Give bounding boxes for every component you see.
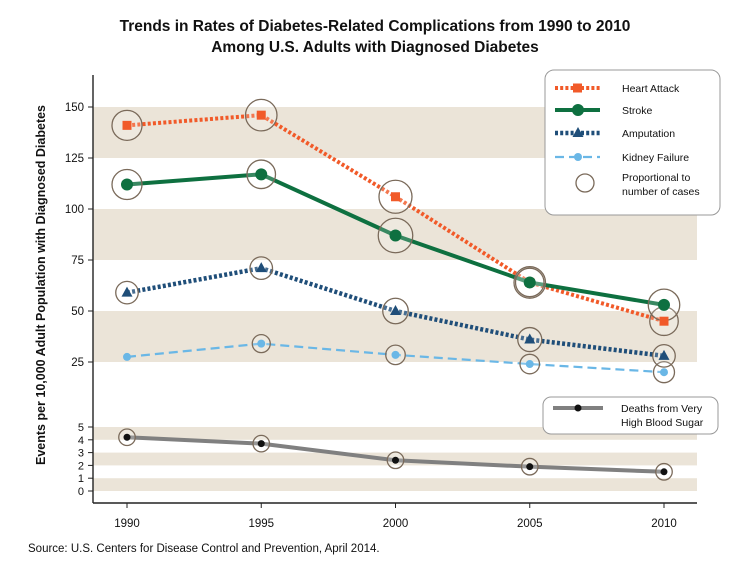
x-tick-label: 2005 — [517, 518, 543, 530]
y-tick-label: 0 — [78, 486, 84, 498]
point-stroke — [523, 276, 536, 289]
legend-box — [544, 69, 721, 216]
point-heart — [256, 110, 266, 120]
point-stroke — [255, 168, 268, 181]
legend-marker-kidney — [574, 153, 582, 161]
y-tick-label: 4 — [78, 435, 84, 447]
y-tick-label: 1 — [78, 473, 84, 485]
point-deaths — [257, 440, 265, 448]
point-amputation — [255, 262, 267, 273]
y-tick-label: 25 — [71, 357, 84, 369]
y-tick-label: 100 — [65, 204, 84, 216]
point-deaths — [123, 433, 131, 441]
point-heart — [122, 120, 132, 130]
y-tick-label: 3 — [78, 448, 84, 460]
legend-marker-deaths — [574, 404, 582, 412]
source-note: Source: U.S. Centers for Disease Control… — [28, 543, 380, 555]
point-stroke — [389, 229, 402, 242]
legend-label-stroke: Stroke — [622, 105, 653, 117]
x-tick-label: 1995 — [248, 518, 274, 530]
y-tick-label: 2 — [78, 460, 84, 472]
legend-marker-amputation — [572, 127, 584, 137]
point-heart — [659, 316, 669, 326]
point-amputation — [121, 286, 133, 297]
band-lower-2 — [93, 478, 697, 491]
y-axis-label: Events per 10,000 Adult Population with … — [34, 105, 48, 465]
legend-label-deaths-1: Deaths from Very — [621, 403, 703, 415]
point-stroke — [658, 298, 670, 311]
legend-label-heart: Heart Attack — [622, 83, 680, 95]
point-stroke — [121, 178, 133, 191]
legend-label-amputation: Amputation — [622, 128, 675, 140]
legend: Heart Attack Stroke Amputation Kidney Failu… — [544, 69, 721, 216]
legend-label-proportional-1: Proportional to — [622, 172, 690, 184]
legend-marker-stroke — [572, 104, 584, 116]
chart-title-line1: Trends in Rates of Diabetes-Related Comp… — [119, 18, 631, 35]
point-amputation — [524, 333, 536, 344]
y-tick-label: 5 — [78, 422, 84, 434]
point-kidney — [391, 350, 400, 359]
point-kidney — [660, 368, 668, 377]
legend-marker-heart — [573, 83, 582, 93]
y-tick-label: 125 — [65, 153, 84, 165]
legend-label-kidney: Kidney Failure — [622, 152, 689, 164]
chart-title-line2: Among U.S. Adults with Diagnosed Diabete… — [211, 39, 539, 56]
point-deaths — [526, 463, 534, 471]
x-tick-label: 2000 — [383, 518, 409, 530]
point-kidney — [257, 339, 266, 348]
series-markers — [121, 110, 670, 476]
y-tick-label: 50 — [71, 306, 84, 318]
point-heart — [391, 192, 400, 202]
point-kidney — [525, 360, 534, 369]
y-tick-label: 150 — [65, 102, 84, 114]
y-tick-label: 75 — [71, 255, 84, 267]
point-deaths — [660, 468, 668, 476]
point-amputation — [390, 305, 401, 315]
legend-ring-icon — [575, 173, 595, 193]
x-tick-label: 2010 — [651, 518, 677, 530]
point-amputation — [658, 349, 670, 360]
legend-lower: Deaths from Very High Blood Sugar — [542, 396, 719, 435]
x-tick-label: 1990 — [114, 518, 140, 530]
legend-label-proportional-2: number of cases — [622, 186, 700, 198]
point-kidney — [123, 352, 131, 361]
legend-label-deaths-2: High Blood Sugar — [621, 417, 704, 429]
point-deaths — [392, 456, 399, 464]
